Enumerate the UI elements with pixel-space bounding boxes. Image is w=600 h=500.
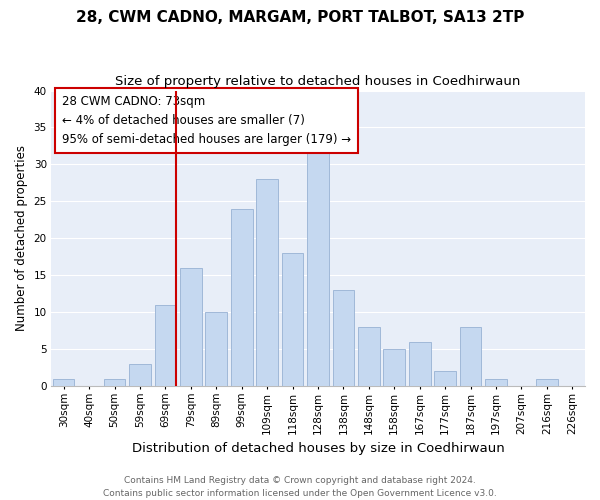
Bar [383, 349, 405, 386]
X-axis label: Distribution of detached houses by size in Coedhirwaun: Distribution of detached houses by size … [131, 442, 505, 455]
Bar [180, 268, 202, 386]
Bar [536, 378, 557, 386]
Bar [409, 342, 431, 386]
Text: 28 CWM CADNO: 73sqm
← 4% of detached houses are smaller (7)
95% of semi-detached: 28 CWM CADNO: 73sqm ← 4% of detached hou… [62, 95, 351, 146]
Bar [231, 208, 253, 386]
Bar [53, 378, 74, 386]
Bar [460, 327, 481, 386]
Text: 28, CWM CADNO, MARGAM, PORT TALBOT, SA13 2TP: 28, CWM CADNO, MARGAM, PORT TALBOT, SA13… [76, 10, 524, 25]
Y-axis label: Number of detached properties: Number of detached properties [15, 146, 28, 332]
Bar [282, 253, 304, 386]
Bar [155, 304, 176, 386]
Bar [129, 364, 151, 386]
Bar [485, 378, 507, 386]
Bar [104, 378, 125, 386]
Bar [205, 312, 227, 386]
Bar [307, 150, 329, 386]
Bar [358, 327, 380, 386]
Bar [434, 371, 456, 386]
Text: Contains HM Land Registry data © Crown copyright and database right 2024.
Contai: Contains HM Land Registry data © Crown c… [103, 476, 497, 498]
Bar [332, 290, 354, 386]
Title: Size of property relative to detached houses in Coedhirwaun: Size of property relative to detached ho… [115, 75, 521, 88]
Bar [256, 179, 278, 386]
